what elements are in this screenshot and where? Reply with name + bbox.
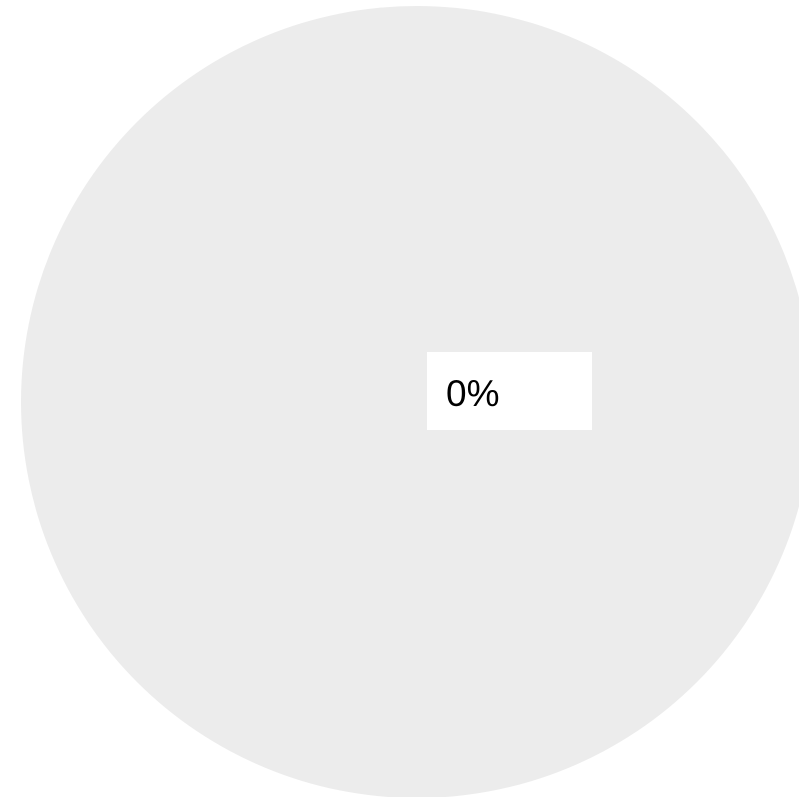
- plot-area: [21, 6, 799, 797]
- data-label: 0%: [446, 373, 499, 414]
- pie-slice: [21, 6, 799, 797]
- data-label-box: [427, 352, 592, 430]
- data-labels: 0%: [427, 352, 592, 430]
